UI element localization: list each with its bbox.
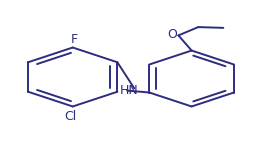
Text: Cl: Cl — [64, 110, 76, 123]
Text: O: O — [167, 28, 177, 41]
Text: F: F — [70, 33, 78, 46]
Text: HN: HN — [120, 84, 138, 97]
